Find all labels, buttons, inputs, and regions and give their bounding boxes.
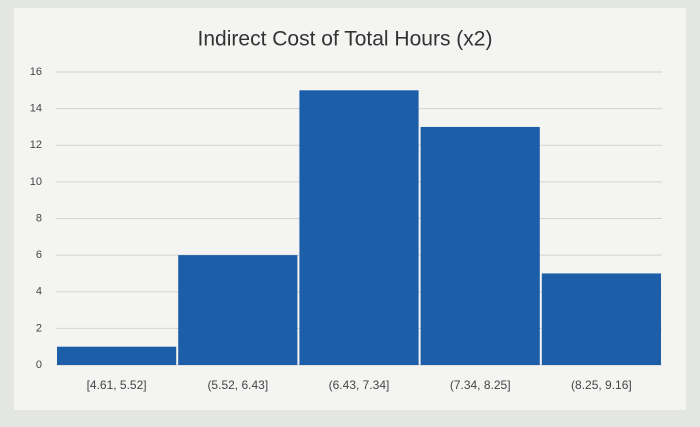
bar [57, 346, 177, 365]
bar [541, 273, 661, 365]
bar [178, 255, 298, 365]
y-tick-label: 8 [36, 212, 42, 224]
chart-title: Indirect Cost of Total Hours (x2) [198, 28, 493, 51]
y-tick-label: 16 [30, 66, 42, 78]
x-tick-label: (8.25, 9.16] [571, 378, 632, 392]
y-tick-label: 12 [30, 139, 42, 151]
y-tick-label: 6 [36, 249, 42, 261]
bar [299, 90, 419, 365]
x-tick-label: (7.34, 8.25] [450, 378, 511, 392]
x-tick-label: [4.61, 5.52] [87, 378, 147, 392]
y-tick-label: 14 [30, 103, 42, 115]
y-tick-label: 10 [30, 176, 42, 188]
y-tick-label: 4 [36, 286, 42, 298]
x-tick-label: (5.52, 6.43] [207, 378, 268, 392]
x-tick-label: (6.43, 7.34] [329, 378, 390, 392]
y-tick-label: 0 [36, 359, 42, 371]
y-tick-label: 2 [36, 322, 42, 334]
bar [420, 126, 540, 365]
